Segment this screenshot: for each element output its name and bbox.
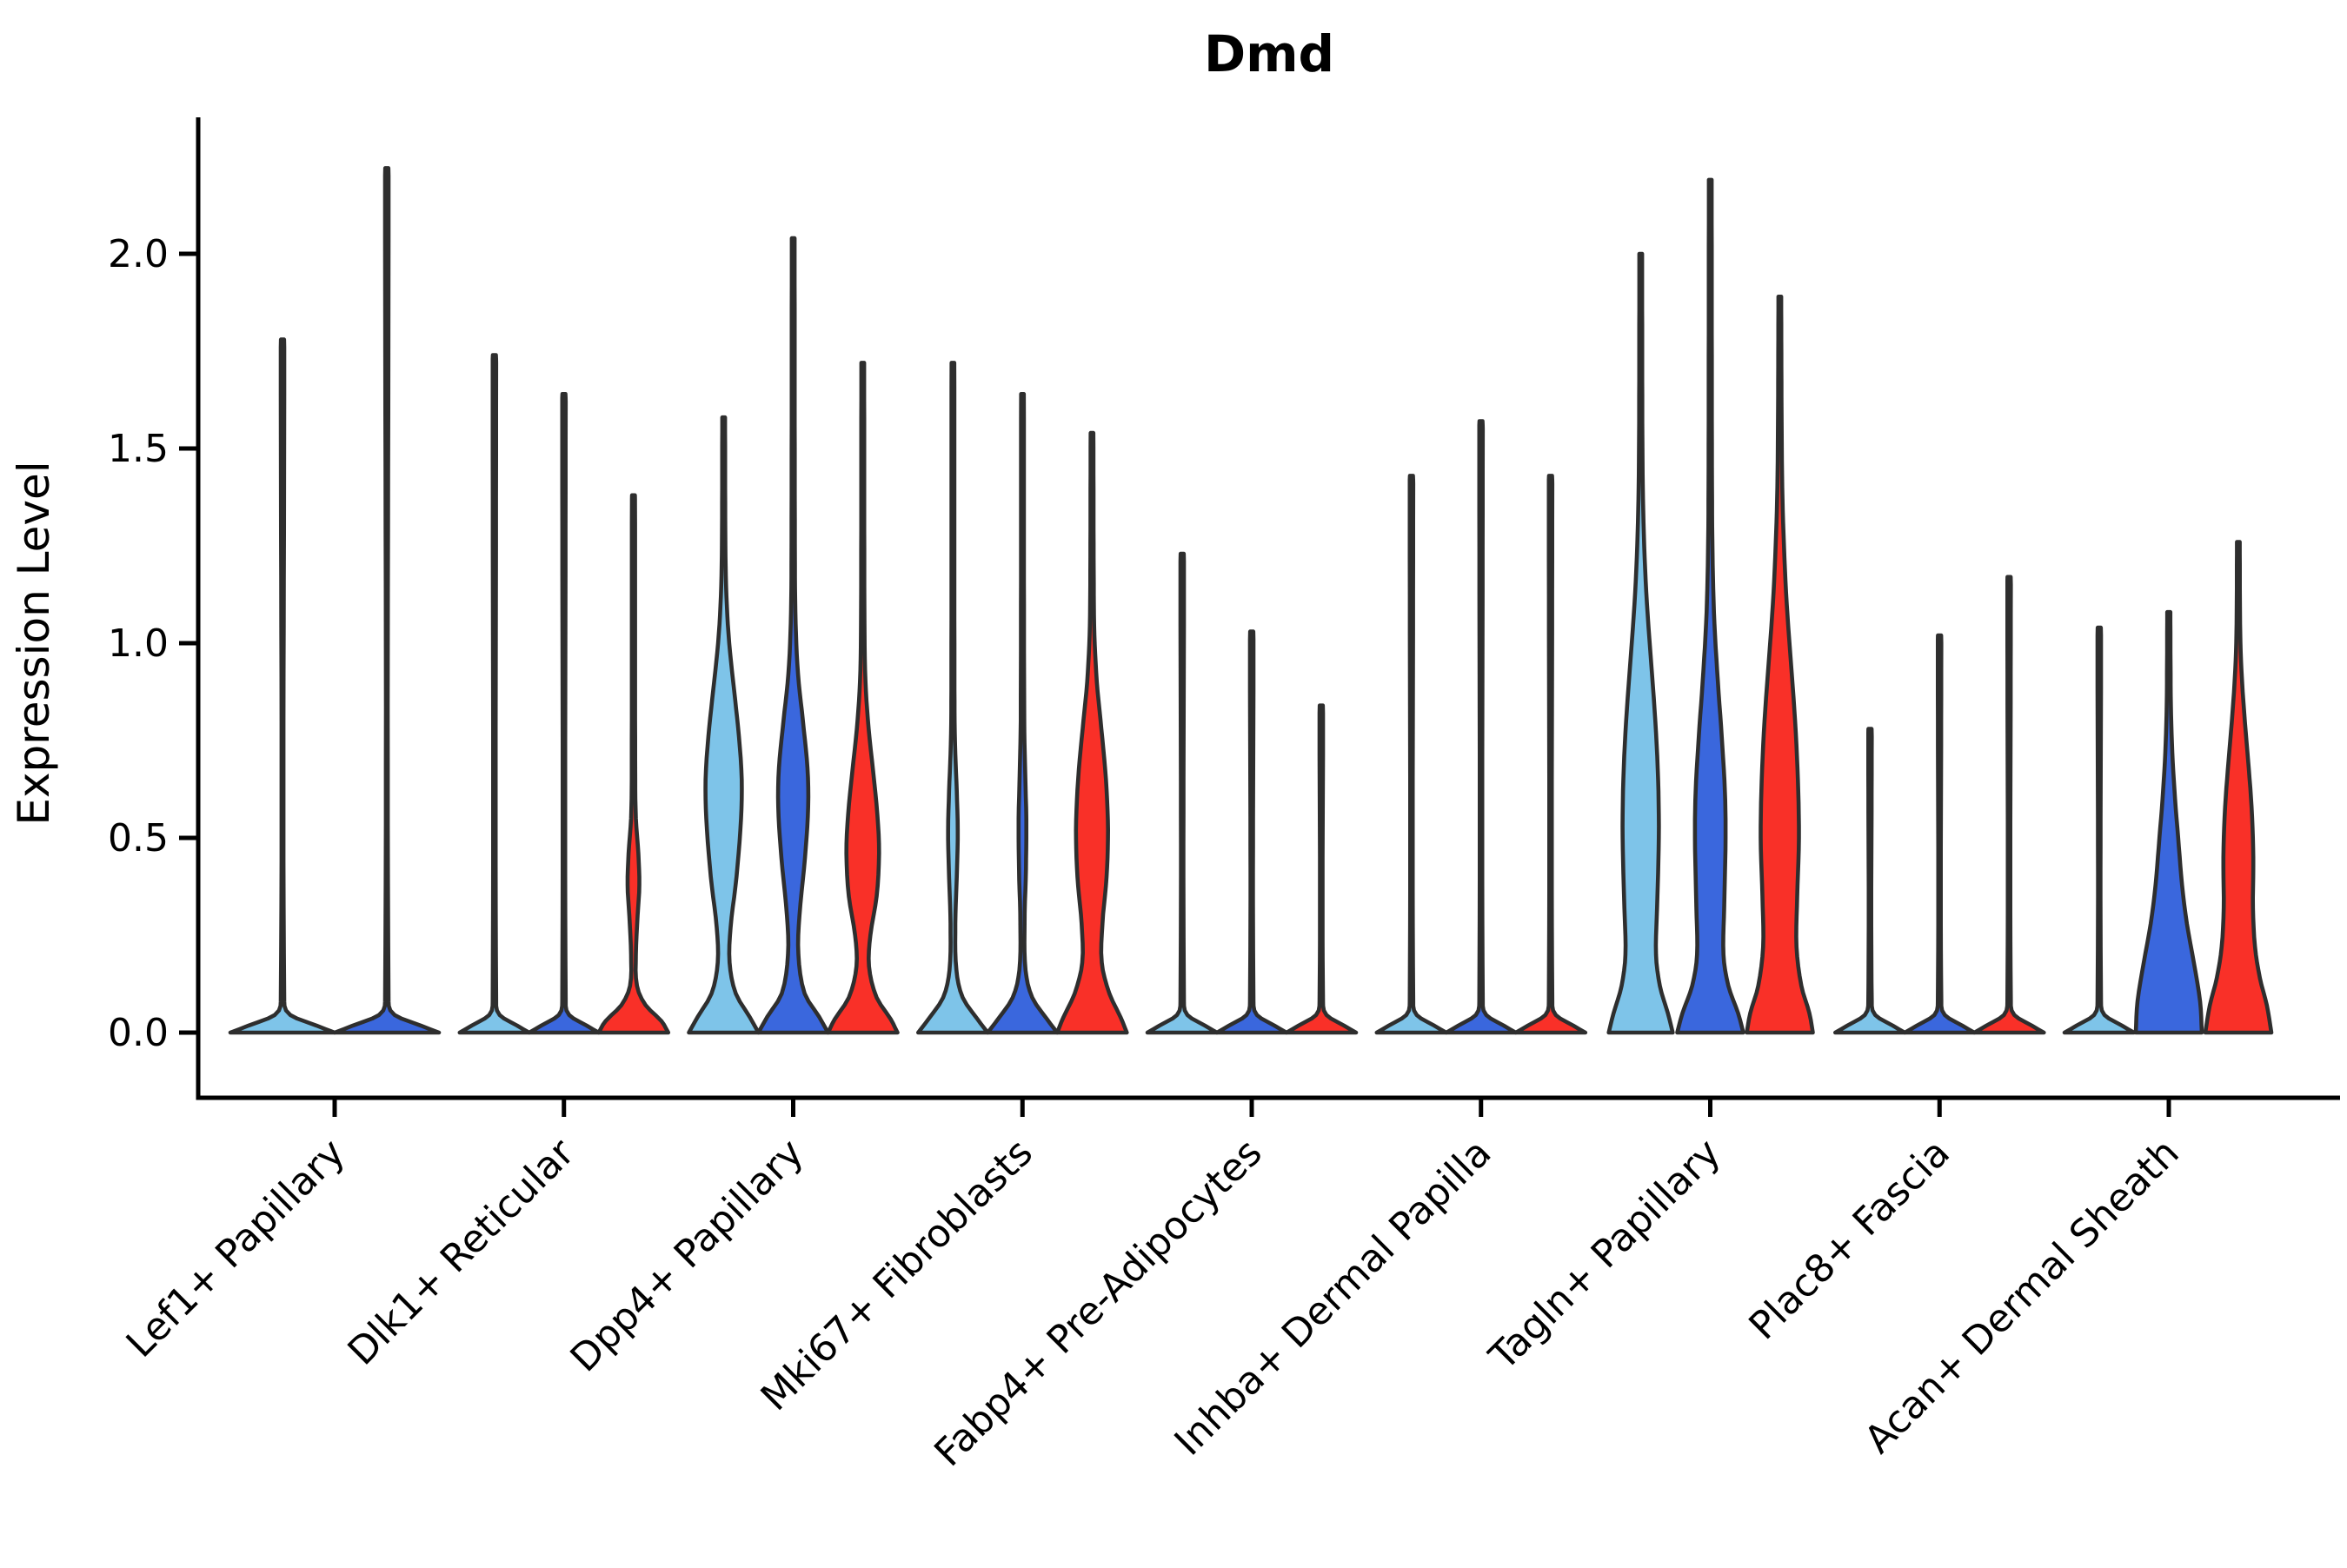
x-tick-label: Dlk1+ Reticular: [340, 1130, 584, 1374]
chart-title: Dmd: [1204, 24, 1334, 83]
y-axis-label: Expression Level: [9, 461, 59, 825]
violin-dlk1-reticular-light_blue: [457, 353, 532, 1035]
violin-dlk1-reticular-blue: [527, 392, 602, 1035]
violin-inhba-dermal-papilla-light_blue: [1374, 474, 1449, 1035]
violin-fabp4-pre-adipocytes-red: [1284, 703, 1359, 1035]
violin-dpp4-papillary-blue: [756, 236, 830, 1035]
x-tick-label: Lef1+ Papillary: [118, 1131, 354, 1366]
violin-plac8-fascia-light_blue: [1833, 727, 1907, 1035]
x-tick-label: Tagln+ Papillary: [1480, 1131, 1729, 1379]
y-tick-label: 1.5: [108, 427, 169, 471]
violin-acan-dermal-sheath-red: [2203, 540, 2274, 1035]
violin-inhba-dermal-papilla-red: [1513, 474, 1588, 1035]
violin-mki67-fibroblasts-blue: [986, 392, 1060, 1035]
violins-layer: [228, 166, 2274, 1035]
violin-tagln-papillary-red: [1745, 295, 1815, 1035]
x-tick-label: Plac8+ Fascia: [1741, 1131, 1959, 1349]
violin-dpp4-papillary-light_blue: [687, 415, 761, 1035]
y-tick-label: 0.0: [108, 1011, 169, 1055]
y-tick-label: 2.0: [108, 232, 169, 276]
violin-lef1-papillary-light_blue: [228, 337, 337, 1035]
x-tick-label: Dpp4+ Papillary: [562, 1131, 813, 1381]
violin-lef1-papillary-blue: [332, 166, 442, 1035]
violin-dpp4-papillary-red: [826, 361, 900, 1035]
violin-inhba-dermal-papilla-blue: [1444, 419, 1519, 1035]
violin-acan-dermal-sheath-light_blue: [2062, 625, 2137, 1035]
violin-plac8-fascia-red: [1972, 575, 2046, 1035]
violin-tagln-papillary-light_blue: [1606, 251, 1675, 1035]
violin-tagln-papillary-blue: [1675, 177, 1745, 1035]
violin-fabp4-pre-adipocytes-light_blue: [1145, 551, 1220, 1035]
violin-acan-dermal-sheath-blue: [2133, 609, 2204, 1035]
violin-mki67-fibroblasts-light_blue: [916, 361, 990, 1035]
y-tick-label: 1.0: [108, 621, 169, 666]
violin-dlk1-reticular-red: [596, 493, 671, 1035]
violin-mki67-fibroblasts-red: [1055, 430, 1129, 1035]
y-tick-label: 0.5: [108, 816, 169, 860]
violin-fabp4-pre-adipocytes-blue: [1214, 629, 1289, 1035]
violin-plac8-fascia-blue: [1903, 633, 1977, 1035]
